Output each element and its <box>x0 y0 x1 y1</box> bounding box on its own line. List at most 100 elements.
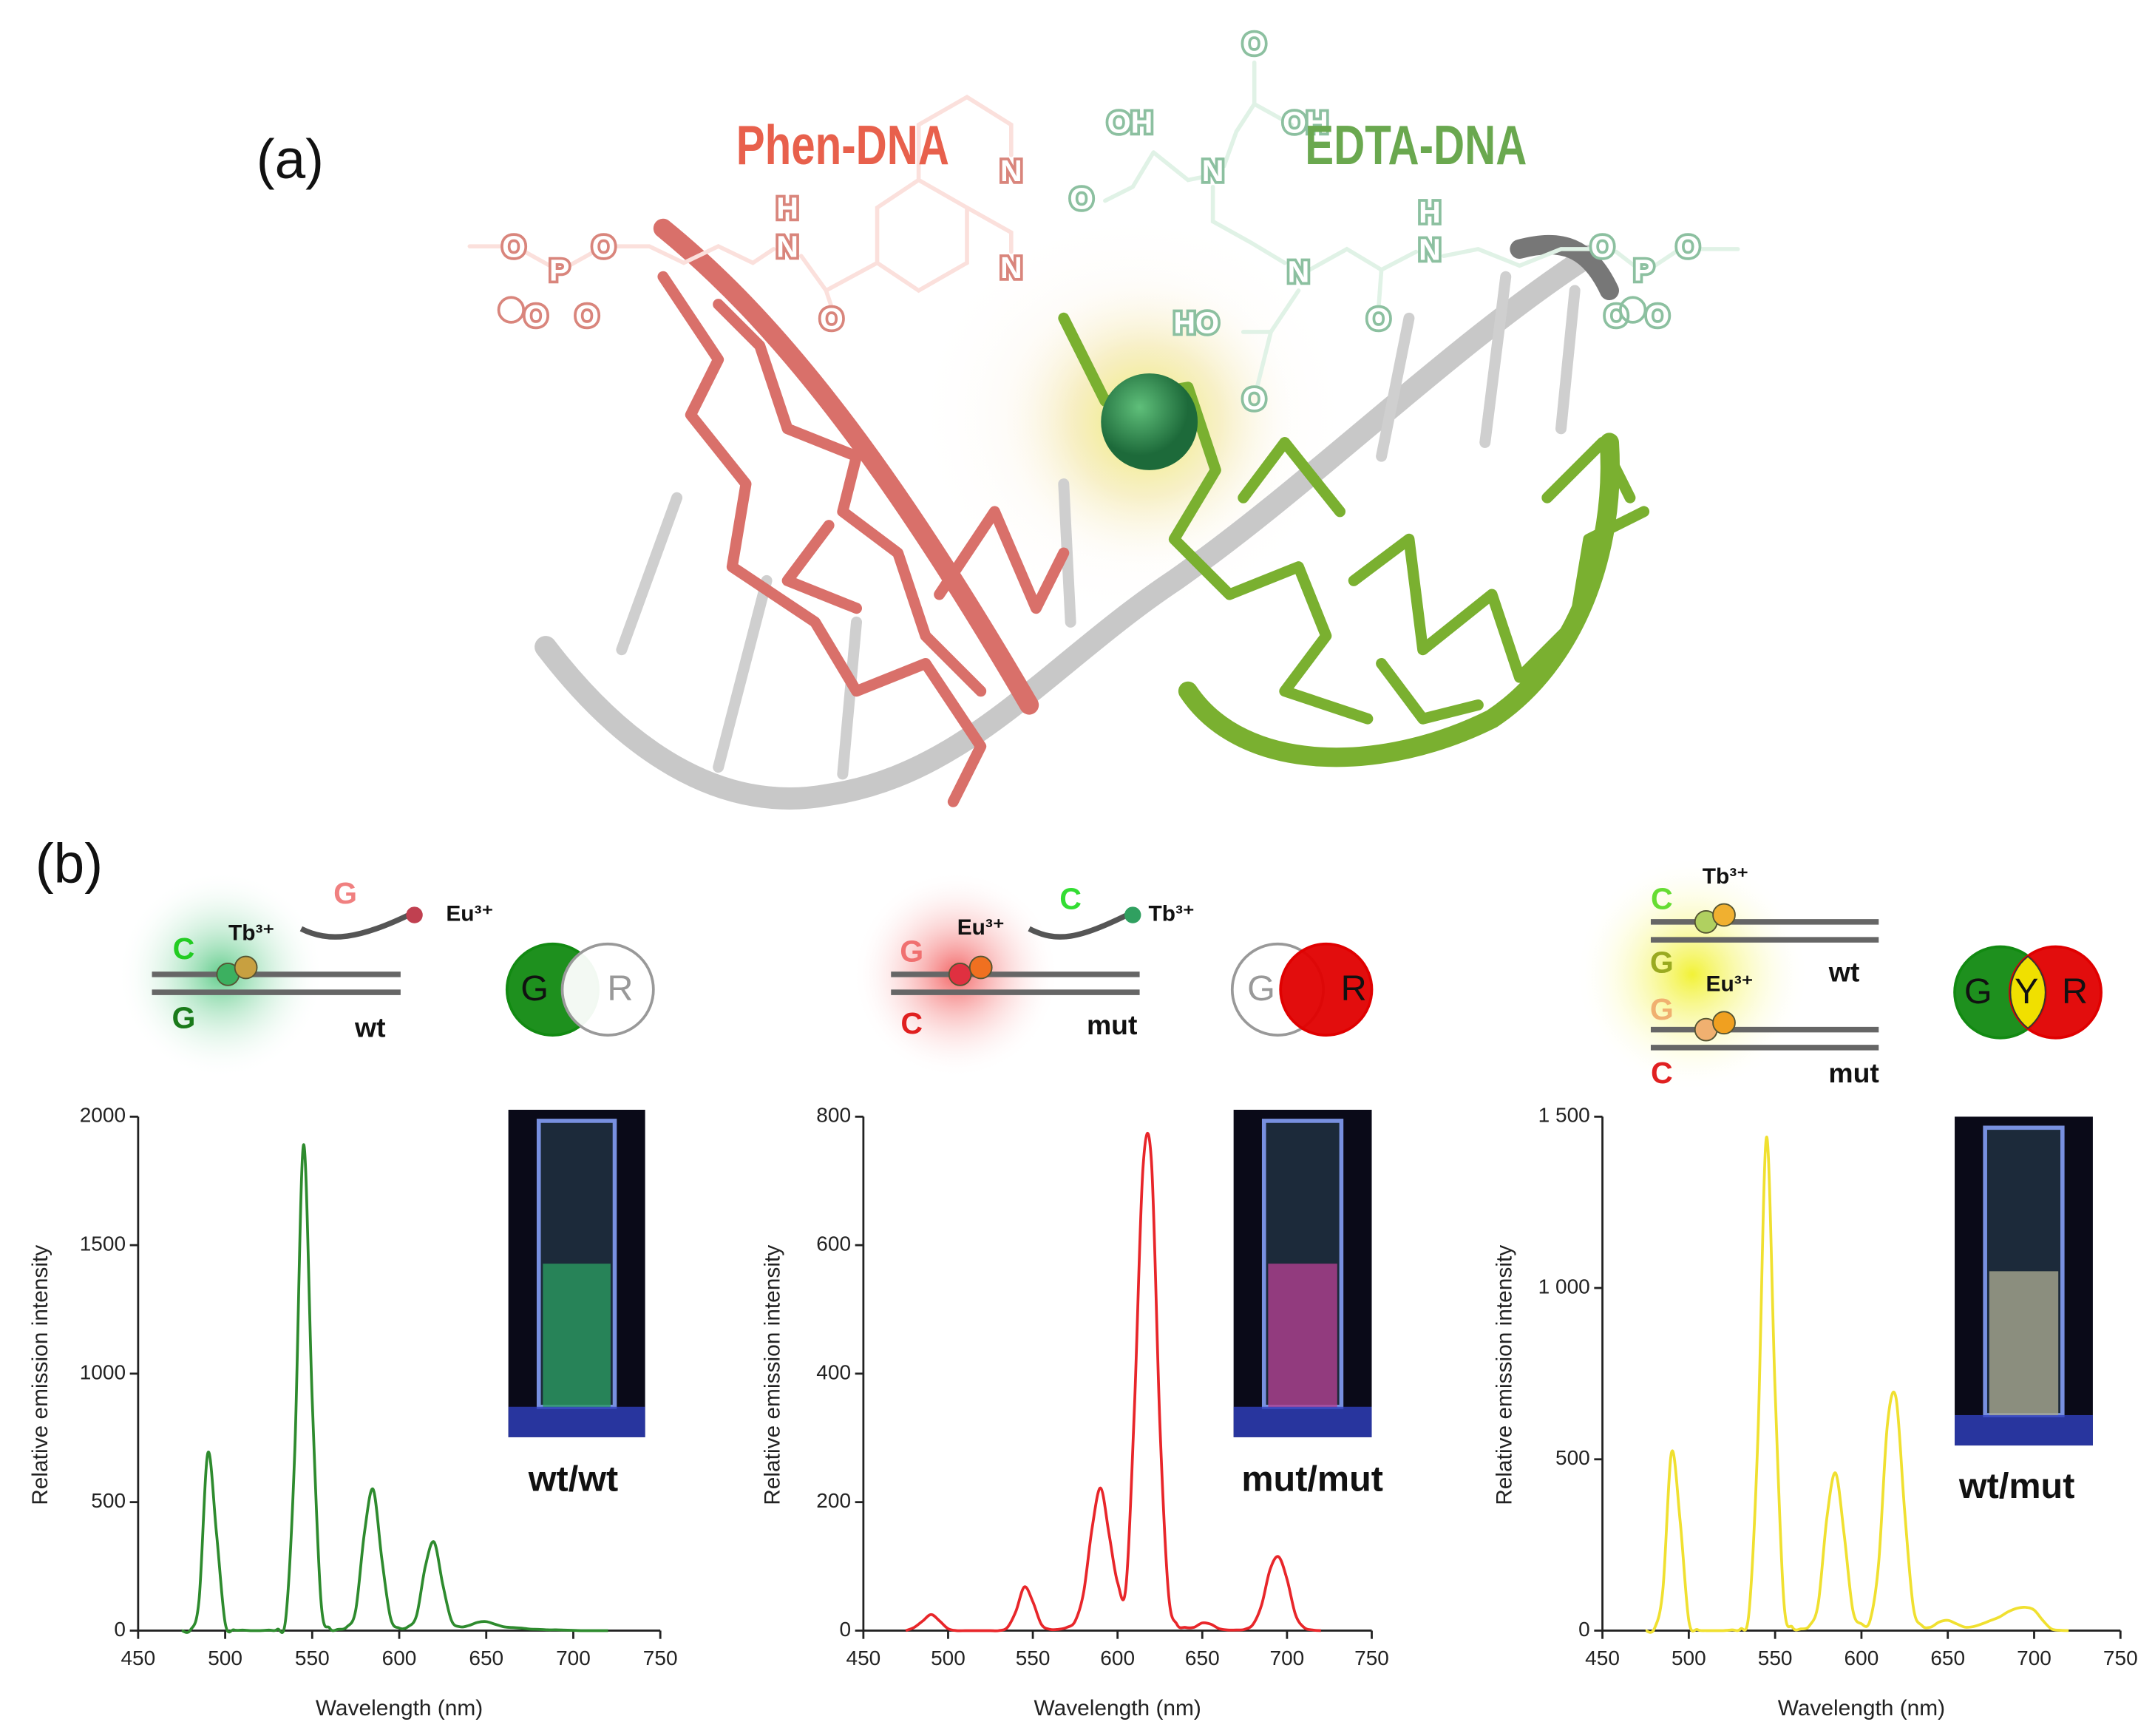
x-axis-label: Wavelength (nm) <box>316 1696 483 1720</box>
spectrum-line <box>1645 1136 2069 1634</box>
y-tick-label: 400 <box>816 1360 851 1383</box>
label-motif <box>234 955 258 980</box>
x-axis-label: Wavelength (nm) <box>1034 1696 1201 1720</box>
probe <box>1028 909 1134 940</box>
atom-label: N <box>1000 251 1022 285</box>
scheme-label: G <box>900 935 923 969</box>
y-tick-label: 0 <box>839 1618 851 1641</box>
scheme-label: Tb³⁺ <box>1148 901 1194 926</box>
scheme-label: C <box>1651 1056 1673 1090</box>
x-tick-label: 500 <box>1672 1647 1706 1669</box>
x-tick-label: 750 <box>2103 1647 2138 1669</box>
charge-sign <box>497 296 526 324</box>
venn-overlap <box>2009 955 2046 1029</box>
atom-label: P <box>1634 253 1654 287</box>
y-tick-label: 1 500 <box>1538 1104 1590 1127</box>
atom-label: O <box>575 299 599 333</box>
atom-label: O <box>592 230 616 264</box>
atom-label: O <box>1604 299 1628 333</box>
glow <box>1575 857 1810 1092</box>
x-tick-label: 550 <box>295 1647 330 1669</box>
probe <box>299 909 416 940</box>
scheme-label: mut <box>1828 1057 1879 1088</box>
charge-sign <box>1618 296 1647 324</box>
atom-label: OH <box>1107 106 1153 140</box>
x-tick-label: 550 <box>1016 1647 1051 1669</box>
chart: 0 200 400 600 800 450 500 550 600 650 700 750 Wavele… <box>760 1104 1389 1720</box>
atom-label: N <box>776 230 798 264</box>
scheme-label: G <box>333 876 357 910</box>
uv-base <box>1955 1414 2093 1446</box>
scheme-label: G <box>1650 946 1674 980</box>
sample-label: mut/mut <box>1241 1459 1383 1499</box>
scheme-label: Eu³⁺ <box>957 915 1005 940</box>
x-axis-label: Wavelength (nm) <box>1778 1696 1945 1720</box>
x-tick-label: 750 <box>1354 1647 1389 1669</box>
label-motif <box>1712 903 1736 927</box>
atom-label: O <box>1070 181 1093 215</box>
scheme-label: Eu³⁺ <box>446 901 493 926</box>
label-motif <box>948 962 972 986</box>
y-tick-label: 1500 <box>80 1233 126 1255</box>
y-tick-label: 2000 <box>80 1104 126 1127</box>
uv-base <box>1233 1406 1372 1437</box>
atom-label: O <box>1243 382 1266 416</box>
scheme-label: C <box>1651 882 1673 916</box>
phen-strand <box>653 218 1039 715</box>
y-tick-label: 800 <box>816 1104 851 1127</box>
edta-strand <box>1178 433 1620 767</box>
scheme-label: C <box>173 932 195 966</box>
scheme-label: Eu³⁺ <box>1706 972 1754 997</box>
atom-label: N <box>1419 232 1441 266</box>
structure-bonds <box>467 60 1740 390</box>
spectrum-line <box>181 1143 608 1634</box>
scheme-label: G <box>1650 992 1674 1026</box>
x-tick-label: 600 <box>382 1647 417 1669</box>
sample-label: wt/mut <box>1958 1466 2075 1506</box>
panel-label: (a) <box>257 128 324 190</box>
y-tick-label: 0 <box>1578 1618 1590 1641</box>
atom-label: N <box>1288 254 1310 288</box>
cuvette-liquid <box>1989 1271 2059 1417</box>
atom-label: O <box>524 299 548 333</box>
uv-base <box>508 1406 645 1437</box>
y-tick-label: 200 <box>816 1489 851 1512</box>
y-axis-label: Relative emission intensity <box>28 1245 52 1505</box>
chart: 0 500 1000 1500 2000 450 500 550 600 650 700 750 Wav… <box>28 1104 678 1720</box>
atom-label: O <box>1367 302 1391 336</box>
scheme-label: C <box>1059 882 1082 916</box>
metal-ion <box>1101 373 1198 470</box>
x-tick-label: 650 <box>1185 1647 1220 1669</box>
y-tick-label: 0 <box>114 1618 126 1641</box>
spectrum-line <box>905 1132 1321 1632</box>
atom-label: N <box>1202 154 1224 188</box>
x-tick-label: 600 <box>1100 1647 1135 1669</box>
venn-label: G <box>1247 969 1275 1008</box>
sample-label: wt/wt <box>528 1459 618 1499</box>
y-axis-label: Relative emission intensity <box>1493 1245 1517 1505</box>
chart: 0 500 1 000 1 500 450 500 550 600 650 700 750 Wavel… <box>1493 1104 2138 1720</box>
probe-ion <box>406 906 423 923</box>
venn-label: R <box>1341 969 1367 1008</box>
atom-label: H <box>776 191 798 225</box>
x-tick-label: 550 <box>1758 1647 1793 1669</box>
probe-ion <box>1124 906 1141 923</box>
venn-label: R <box>607 969 633 1008</box>
venn-label: G <box>520 969 549 1008</box>
x-tick-label: 500 <box>931 1647 965 1669</box>
x-tick-label: 700 <box>2017 1647 2052 1669</box>
venn-label: G <box>1964 972 1992 1011</box>
y-tick-label: 1 000 <box>1538 1275 1590 1298</box>
label-motif <box>968 955 993 980</box>
y-tick-label: 500 <box>91 1489 126 1512</box>
edta-label: EDTA-DNA <box>1305 115 1527 177</box>
x-tick-label: 750 <box>643 1647 678 1669</box>
scheme-label: mut <box>1087 1009 1137 1040</box>
scheme-label: Tb³⁺ <box>1703 864 1748 889</box>
venn-circle <box>1279 942 1374 1037</box>
x-tick-label: 700 <box>1270 1647 1305 1669</box>
